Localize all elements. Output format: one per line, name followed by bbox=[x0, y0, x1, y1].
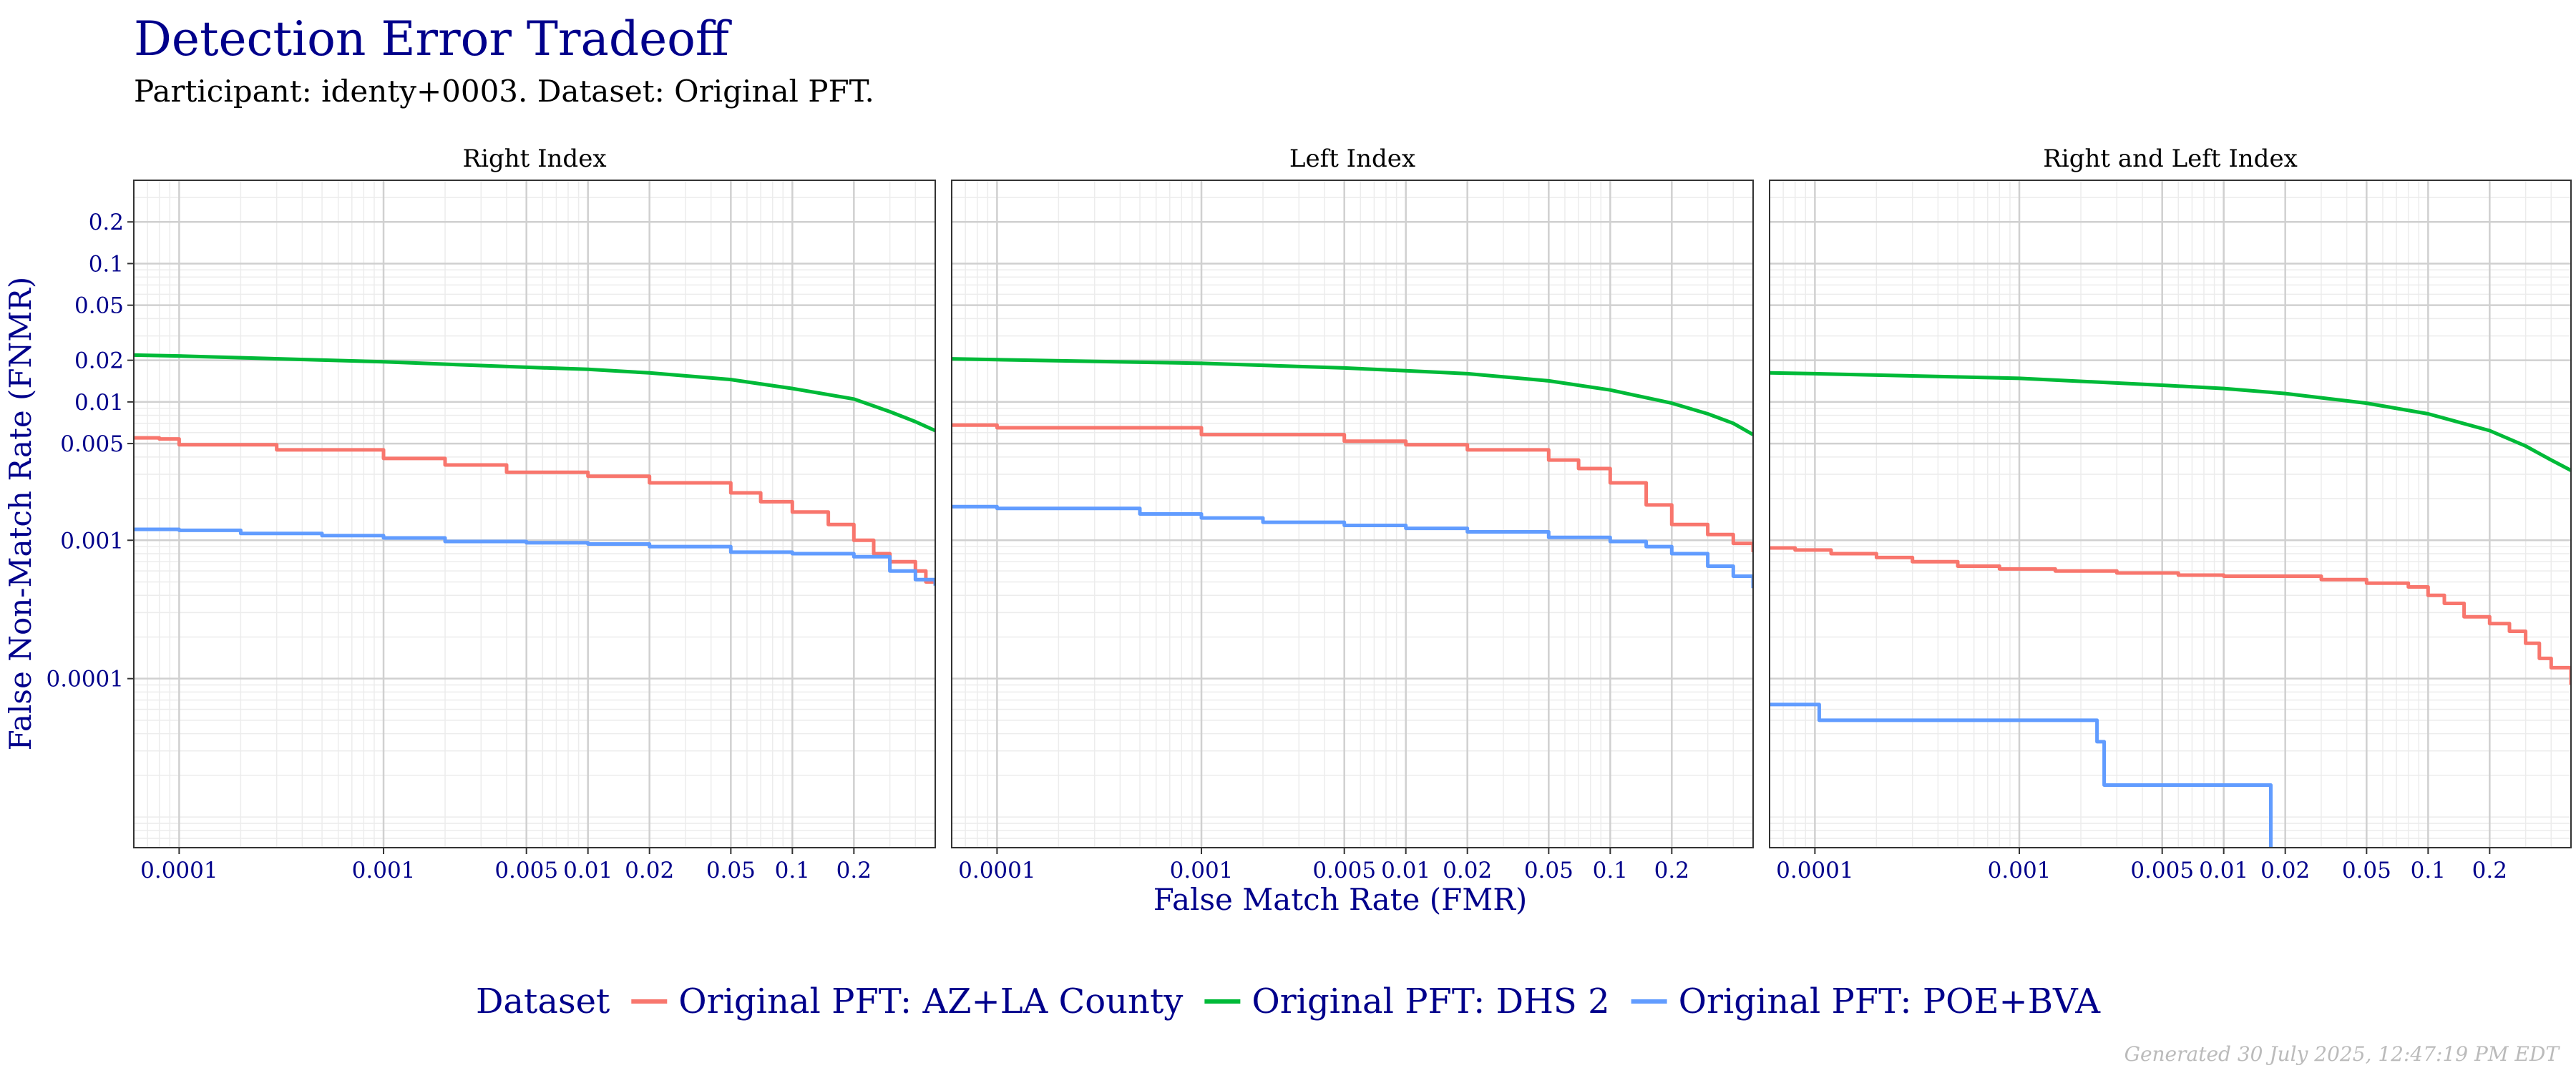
panel-strip bbox=[134, 139, 935, 180]
x-axis-title: False Match Rate (FMR) bbox=[1153, 882, 1528, 917]
x-tick-label: 0.001 bbox=[1988, 858, 2051, 883]
grid bbox=[951, 180, 1754, 848]
x-tick-label: 0.05 bbox=[2342, 858, 2391, 883]
panel-border bbox=[1769, 180, 2572, 848]
x-tick-label: 0.005 bbox=[2130, 858, 2194, 883]
x-tick-label: 0.005 bbox=[494, 858, 558, 883]
panel-title: Right and Left Index bbox=[2043, 144, 2298, 173]
grid bbox=[1769, 180, 2572, 848]
x-tick-label: 0.01 bbox=[2199, 858, 2248, 883]
generated-timestamp: Generated 30 July 2025, 12:47:19 PM EDT bbox=[2124, 1042, 2561, 1066]
series-group bbox=[1770, 371, 2571, 848]
series-group bbox=[952, 357, 1753, 589]
panel-border bbox=[133, 180, 936, 848]
y-tick-label: 0.05 bbox=[74, 293, 124, 319]
y-axis-title: False Non-Match Rate (FNMR) bbox=[3, 277, 38, 751]
x-tick-label: 0.001 bbox=[352, 858, 416, 883]
series-line-original-pft-az-la-county bbox=[952, 423, 1753, 552]
series-line-original-pft-poe-bva bbox=[134, 527, 935, 586]
y-tick-label: 0.001 bbox=[60, 528, 124, 554]
legend-label: Original PFT: DHS 2 bbox=[1252, 981, 1609, 1021]
series-group bbox=[134, 353, 935, 586]
x-tick-label: 0.005 bbox=[1312, 858, 1376, 883]
legend-entry: Original PFT: AZ+LA County bbox=[631, 981, 1183, 1021]
panel-strip bbox=[1770, 139, 2571, 180]
panel-title: Left Index bbox=[1289, 144, 1415, 173]
chart-subtitle: Participant: identy+0003. Dataset: Origi… bbox=[134, 74, 874, 109]
y-tick-label: 0.005 bbox=[60, 431, 124, 457]
x-tick-label: 0.0001 bbox=[958, 858, 1035, 883]
series-line-original-pft-poe-bva bbox=[952, 504, 1753, 589]
x-tick-label: 0.05 bbox=[1524, 858, 1574, 883]
chart-title: Detection Error Tradeoff bbox=[134, 11, 732, 67]
legend-entry: Original PFT: DHS 2 bbox=[1204, 981, 1610, 1021]
legend-entry: Original PFT: POE+BVA bbox=[1631, 981, 2102, 1021]
series-line-original-pft-poe-bva bbox=[1770, 702, 2273, 848]
legend-label: Original PFT: POE+BVA bbox=[1679, 981, 2102, 1021]
x-tick-label: 0.01 bbox=[563, 858, 613, 883]
series-line-original-pft-dhs-2 bbox=[952, 357, 1753, 436]
grid bbox=[133, 180, 936, 848]
x-tick-label: 0.1 bbox=[2411, 858, 2446, 883]
panel-right-and-left-index: Right and Left Index 0.0001 0.001 0.005 0.01… bbox=[1769, 139, 2572, 883]
y-tick-label: 0.0001 bbox=[47, 667, 124, 692]
x-tick-label: 0.0001 bbox=[1776, 858, 1853, 883]
y-tick-label: 0.02 bbox=[74, 348, 124, 374]
y-tick-label: 0.1 bbox=[89, 251, 124, 277]
x-tick-label: 0.001 bbox=[1170, 858, 1234, 883]
series-line-original-pft-dhs-2 bbox=[1770, 371, 2571, 472]
legend-label: Original PFT: AZ+LA County bbox=[678, 981, 1183, 1021]
x-tick-label: 0.0001 bbox=[140, 858, 218, 883]
series-line-original-pft-az-la-county bbox=[1770, 546, 2571, 685]
panel-title: Right Index bbox=[463, 144, 607, 173]
panel-strip bbox=[952, 139, 1753, 180]
x-tick-label: 0.1 bbox=[1593, 858, 1628, 883]
y-tick-label: 0.2 bbox=[89, 210, 124, 235]
legend-title: Dataset bbox=[476, 981, 610, 1021]
series-line-original-pft-dhs-2 bbox=[134, 353, 935, 433]
x-tick-label: 0.02 bbox=[1443, 858, 1492, 883]
x-tick-label: 0.2 bbox=[1654, 858, 1689, 883]
x-tick-label: 0.2 bbox=[2472, 858, 2507, 883]
legend: Dataset Original PFT: AZ+LA County Origina… bbox=[476, 981, 2101, 1021]
y-tick-label: 0.01 bbox=[74, 390, 124, 416]
series-line-original-pft-az-la-county bbox=[134, 436, 935, 584]
x-tick-label: 0.02 bbox=[2260, 858, 2310, 883]
x-tick-label: 0.01 bbox=[1381, 858, 1430, 883]
x-tick-label: 0.1 bbox=[775, 858, 810, 883]
panel-border bbox=[951, 180, 1754, 848]
x-tick-label: 0.2 bbox=[836, 858, 872, 883]
x-tick-label: 0.05 bbox=[706, 858, 756, 883]
panel-left-index: Left Index 0.0001 0.001 0.005 0.01 0.02 0.05 0.… bbox=[951, 139, 1754, 883]
x-tick-label: 0.02 bbox=[625, 858, 674, 883]
